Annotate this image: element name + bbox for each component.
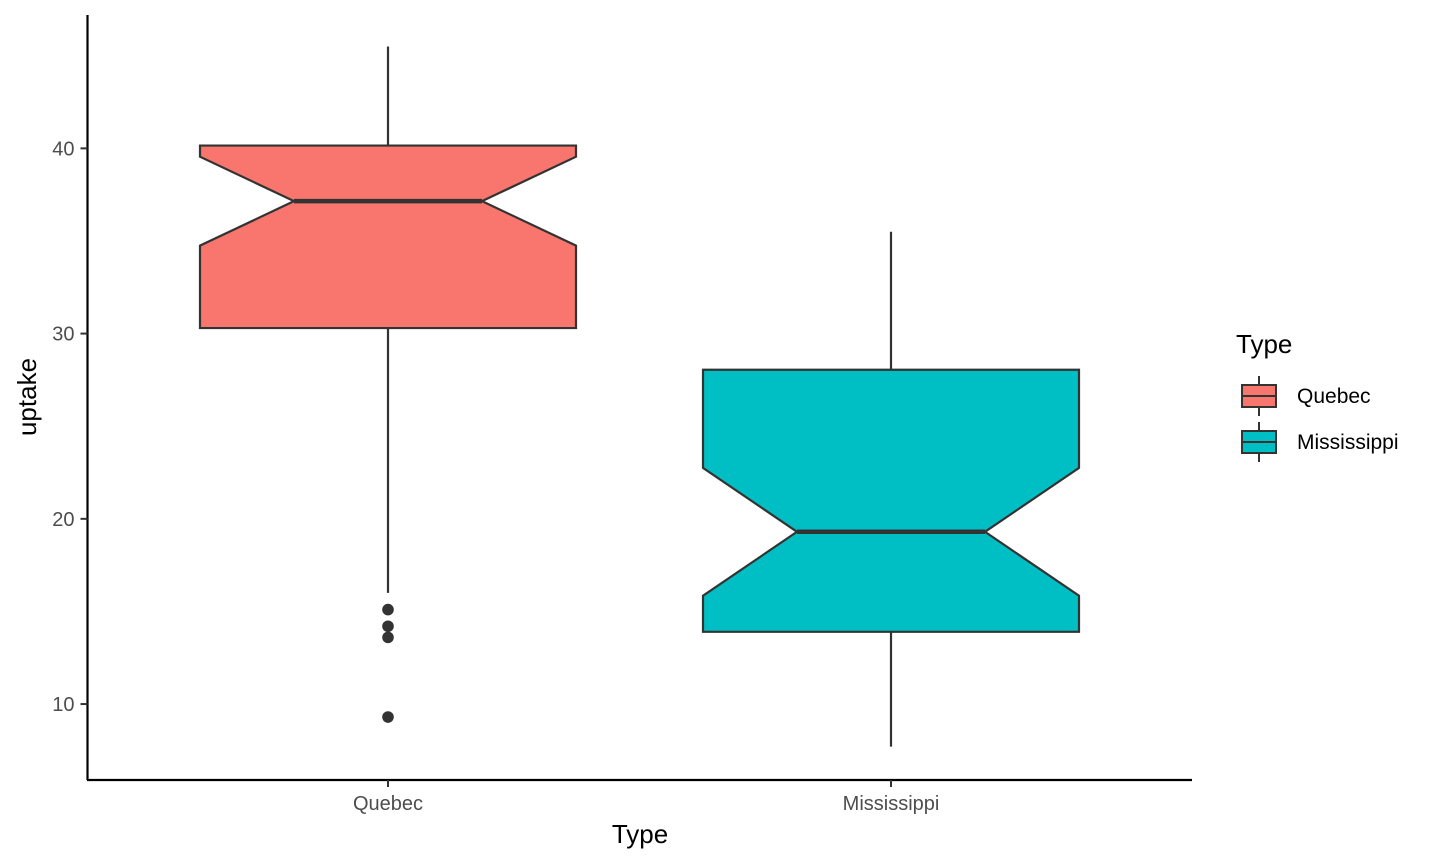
outlier-point: [382, 711, 394, 723]
outlier-point: [382, 603, 394, 616]
y-axis-title: uptake: [12, 358, 42, 436]
legend-label: Mississippi: [1297, 431, 1399, 454]
x-tick-label: Quebec: [353, 793, 423, 815]
x-axis-ticks: Quebec Mississippi: [353, 780, 939, 815]
legend-key-quebec: Quebec: [1241, 376, 1371, 416]
y-tick-label: 30: [52, 324, 74, 346]
box-quebec: [198, 46, 578, 723]
x-tick-label: Mississippi: [843, 793, 940, 815]
y-axis-ticks: 10 20 30 40: [52, 138, 88, 716]
x-axis-title: Type: [612, 819, 668, 849]
outlier-point: [382, 631, 394, 644]
y-tick-label: 40: [52, 138, 74, 160]
box-mississippi: [701, 231, 1081, 747]
legend-label: Quebec: [1297, 385, 1371, 408]
outlier-point: [382, 620, 394, 633]
legend-keys: Quebec Mississippi: [1241, 376, 1399, 462]
legend: Type Quebec Mississippi: [1236, 329, 1399, 462]
y-tick-label: 10: [52, 694, 74, 716]
box-body: [701, 368, 1081, 633]
legend-title: Type: [1236, 329, 1292, 359]
boxes-layer: [198, 46, 1081, 747]
box-body: [198, 144, 578, 330]
legend-key-mississippi: Mississippi: [1241, 422, 1399, 462]
y-tick-label: 20: [52, 509, 74, 531]
